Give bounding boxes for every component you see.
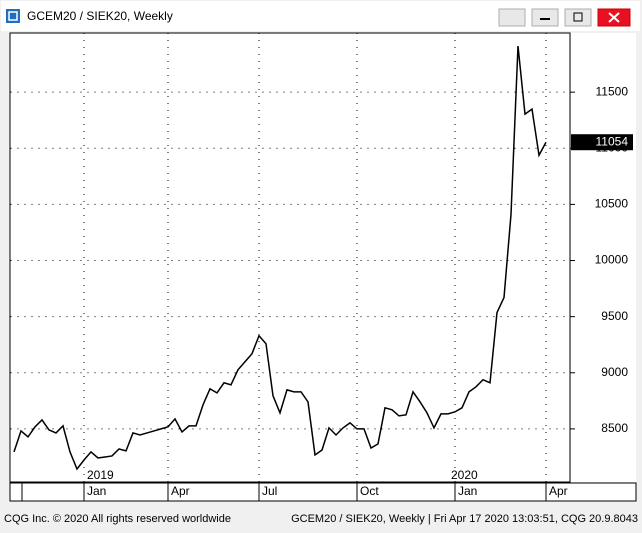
x-tick-label: Jan [458,484,477,498]
window-title: GCEM20 / SIEK20, Weekly [27,9,173,23]
link-button[interactable] [498,8,526,27]
plot-area [9,32,571,483]
minimize-button[interactable] [531,8,559,27]
maximize-button[interactable] [564,8,592,27]
scroll-handle[interactable] [9,482,23,502]
close-glyph [608,12,620,23]
year-label: 2020 [451,468,478,482]
status-text: GCEM20 / SIEK20, Weekly | Fri Apr 17 202… [291,513,638,525]
copyright: CQG Inc. © 2020 All rights reserved worl… [4,513,231,525]
maximize-glyph [573,12,583,22]
price-axis [571,33,636,482]
y-tick-label: 9500 [601,309,628,323]
app-icon [6,9,20,23]
y-tick-label: 10000 [595,253,629,267]
y-tick-label: 11500 [596,84,629,98]
year-label: 2019 [87,468,114,482]
x-tick-label: Apr [549,484,568,498]
y-tick-label: 9000 [601,365,628,379]
x-tick-label: Apr [171,484,190,498]
last-price-box [571,134,633,151]
y-tick-label: 8500 [601,421,628,435]
x-tick-label: Jul [262,484,277,498]
x-tick-label: Oct [360,484,379,498]
x-tick-label: Jan [87,484,106,498]
y-tick-label: 10500 [595,197,629,211]
app-icon-glyph [8,11,18,21]
last-price-label: 11054 [596,134,629,148]
price-line [13,45,547,471]
